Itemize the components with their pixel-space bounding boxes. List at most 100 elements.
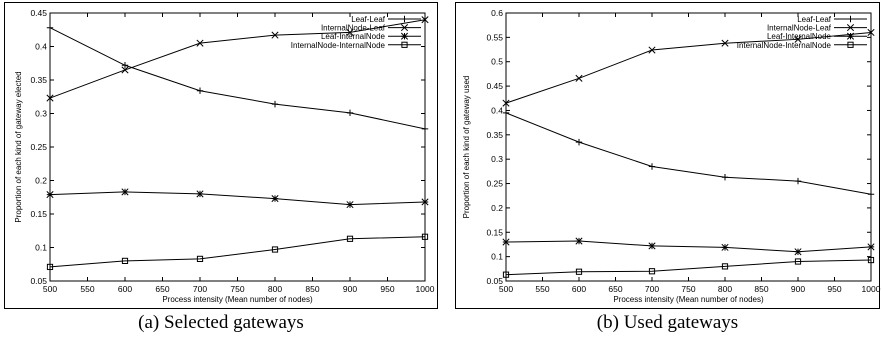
data-point-leaf-leaf: [794, 177, 802, 185]
legend-label: Leaf-InternalNode: [321, 32, 386, 41]
legend-label: Leaf-Leaf: [351, 15, 386, 24]
series-leaf-leaf: [502, 109, 875, 198]
data-point-internalnode-leaf: [346, 28, 354, 36]
data-point-leaf-leaf: [346, 109, 354, 117]
data-point-leaf-internalnode: [867, 243, 875, 251]
data-point-internalnode-leaf: [502, 99, 510, 107]
data-point-internalnode-leaf: [271, 31, 279, 39]
x-axis-label: Process intensity (Mean number of nodes): [162, 295, 313, 304]
data-point-leaf-leaf: [502, 109, 510, 117]
legend-label: InternalNode-Leaf: [321, 24, 386, 33]
data-point-leaf-internalnode: [648, 242, 656, 250]
x-tick-label: 650: [155, 284, 169, 294]
legend-label: Leaf-Leaf: [797, 15, 832, 24]
data-point-leaf-leaf: [121, 62, 129, 69]
y-tick-label: 0.55: [486, 32, 503, 42]
data-point-internalnode-internalnode: [121, 257, 129, 265]
series-line-leaf-internalnode: [49, 191, 426, 206]
series-line-leaf-internalnode: [505, 240, 872, 253]
legend-marker: [401, 41, 408, 48]
data-point-leaf-internalnode: [46, 191, 54, 199]
data-point-internalnode-internalnode: [421, 233, 429, 240]
plot-group: 500 550 600 650 700 750 800 850 900 950 1000 0.05 0.…: [462, 8, 881, 304]
x-tick-label: 950: [827, 284, 841, 294]
y-axis-label: Proportion of each kind of gateway elect…: [14, 71, 23, 222]
y-tick-label: 0.35: [30, 75, 47, 85]
data-point-leaf-leaf: [721, 174, 729, 181]
y-tick-label: 0.05: [30, 276, 47, 286]
x-tick-label: 850: [305, 284, 319, 294]
data-point-leaf-internalnode: [121, 188, 129, 196]
x-tick-label: 1000: [862, 284, 881, 294]
y-tick-label: 0.6: [491, 8, 503, 18]
y-tick-label: 0.25: [30, 142, 47, 152]
series-internalnode-internalnode: [46, 233, 429, 271]
x-tick-label: 600: [572, 284, 586, 294]
x-tick-label: 800: [268, 284, 282, 294]
y-tick-label: 0.15: [30, 209, 47, 219]
chart-panel-selected-gateways: 500 550 600 650 700 750 800 850 900 950 1000 0.05 0.…: [4, 2, 438, 309]
y-tick-label: 0.3: [35, 109, 47, 119]
data-point-leaf-leaf: [867, 191, 875, 198]
data-point-leaf-internalnode: [196, 190, 204, 198]
series-line-leaf-leaf: [505, 112, 872, 195]
series-internalnode-leaf: [46, 16, 429, 102]
series-line-internalnode-leaf: [505, 31, 872, 104]
line-chart-selected-gateways: 500 550 600 650 700 750 800 850 900 950 1000 0.05 0.…: [14, 8, 435, 304]
data-point-internalnode-internalnode: [271, 246, 279, 253]
y-tick-label: 0.4: [35, 42, 47, 52]
data-point-internalnode-leaf: [721, 39, 729, 47]
y-axis-label: Proportion of each kind of gateway used: [462, 76, 471, 219]
legend-label: InternalNode-Leaf: [767, 24, 832, 33]
figure-caption-b: (b) Used gateways: [596, 312, 739, 333]
data-point-leaf-internalnode: [502, 238, 510, 246]
data-point-leaf-internalnode: [421, 198, 429, 206]
y-tick-label: 0.25: [486, 179, 503, 189]
data-point-internalnode-leaf: [575, 74, 583, 82]
plot-frame: [49, 12, 426, 282]
figure-caption-a: (a) Selected gateways: [138, 312, 304, 333]
y-tick-label: 0.1: [35, 243, 47, 253]
data-point-leaf-leaf: [575, 138, 583, 146]
legend-marker: [847, 15, 854, 23]
series-internalnode-leaf: [502, 28, 875, 107]
data-point-leaf-internalnode: [575, 237, 583, 245]
x-axis-label: Process intensity (Mean number of nodes): [613, 295, 764, 304]
x-tick-label: 700: [645, 284, 659, 294]
data-point-internalnode-leaf: [794, 35, 802, 43]
x-tick-label: 750: [681, 284, 695, 294]
y-tick-label: 0.15: [486, 227, 503, 237]
data-point-leaf-leaf: [271, 100, 279, 108]
legend-marker: [847, 41, 854, 48]
data-point-internalnode-internalnode: [721, 263, 729, 270]
data-point-internalnode-internalnode: [346, 235, 354, 242]
data-point-leaf-internalnode: [271, 195, 279, 203]
x-tick-label: 700: [193, 284, 207, 294]
legend-label: InternalNode-InternalNode: [291, 41, 386, 50]
data-point-internalnode-leaf: [421, 16, 429, 24]
data-point-internalnode-leaf: [46, 94, 54, 102]
data-point-internalnode-internalnode: [46, 263, 54, 271]
x-tick-label: 900: [343, 284, 357, 294]
data-point-internalnode-leaf: [648, 46, 656, 54]
x-tick-label: 900: [791, 284, 805, 294]
series-internalnode-internalnode: [502, 256, 875, 278]
x-tick-label: 550: [535, 284, 549, 294]
series-line-internalnode-internalnode: [505, 259, 872, 276]
legend-marker: [401, 15, 408, 23]
legend-marker: [846, 32, 855, 40]
y-tick-label: 0.35: [486, 130, 503, 140]
x-tick-label: 1000: [416, 284, 435, 294]
y-tick-label: 0.1: [491, 252, 503, 262]
legend-marker: [400, 24, 409, 32]
data-point-internalnode-leaf: [121, 66, 129, 74]
legend-marker: [400, 32, 409, 40]
x-tick-label: 750: [230, 284, 244, 294]
data-point-leaf-internalnode: [346, 201, 354, 209]
y-tick-label: 0.45: [30, 8, 47, 18]
y-tick-label: 0.4: [491, 105, 503, 115]
x-tick-label: 500: [43, 284, 57, 294]
x-tick-label: 650: [608, 284, 622, 294]
series-leaf-internalnode: [46, 188, 429, 209]
data-point-internalnode-internalnode: [648, 268, 656, 275]
